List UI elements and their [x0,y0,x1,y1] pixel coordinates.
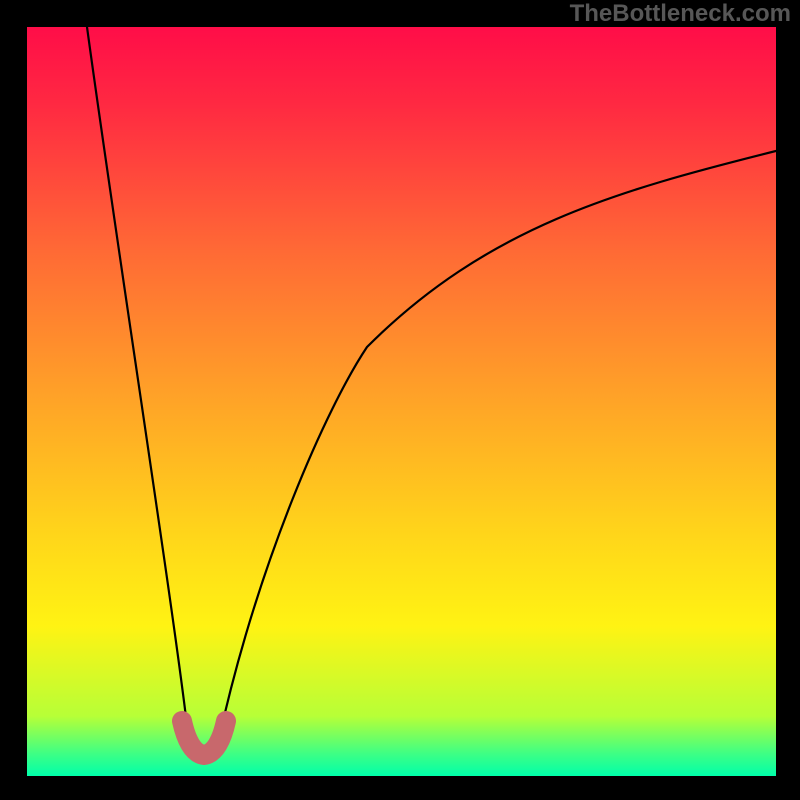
plot-area [27,27,776,776]
chart-svg [27,27,776,776]
chart-container: { "watermark": { "text": "TheBottleneck.… [0,0,800,800]
watermark-text: TheBottleneck.com [0,0,800,27]
gradient-background [27,27,776,776]
